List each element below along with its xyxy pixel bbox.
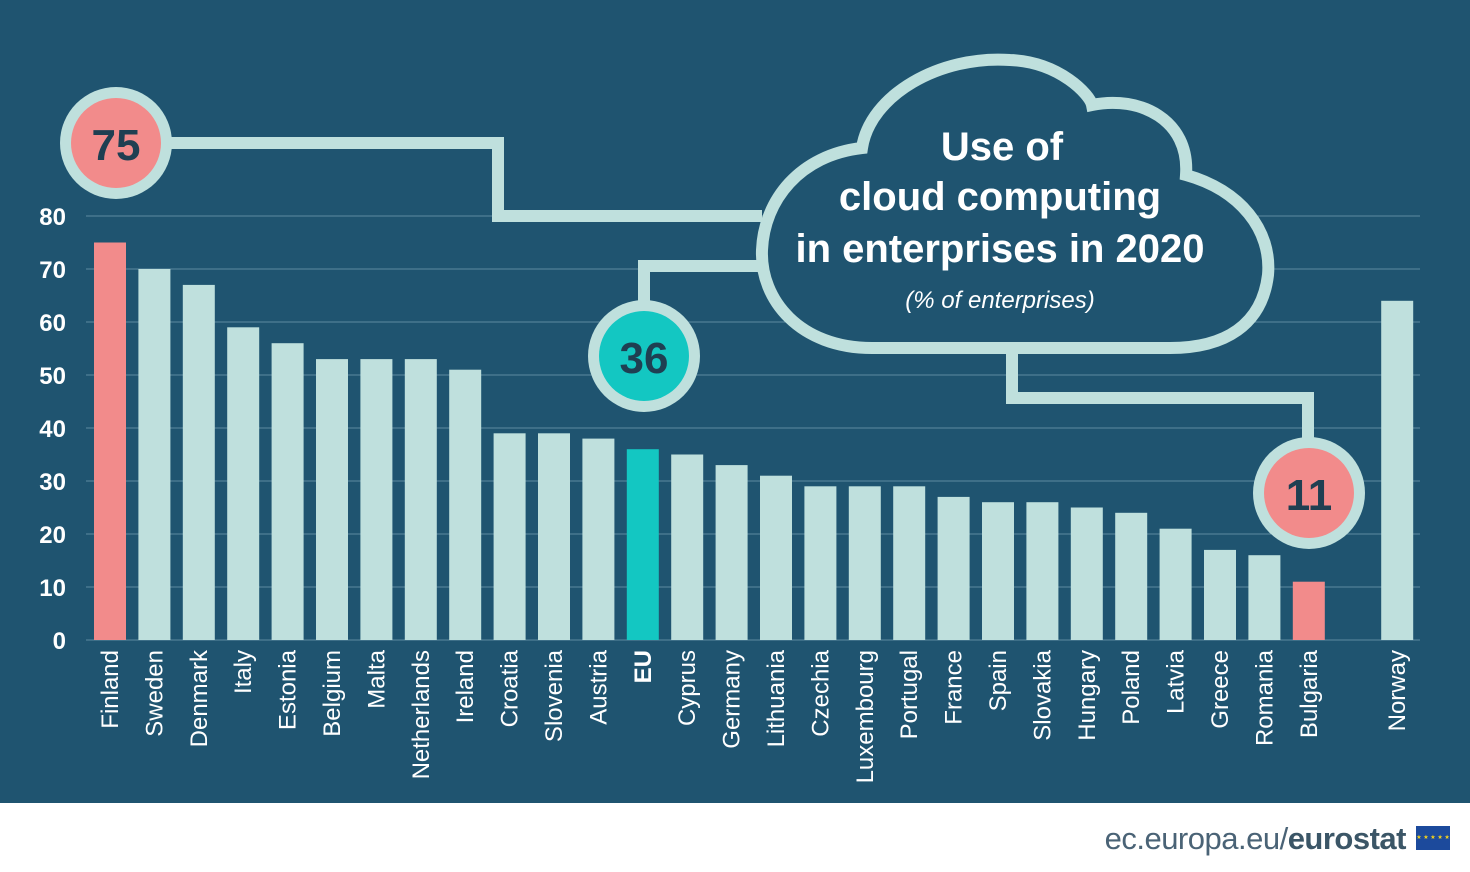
y-tick-label: 60 <box>39 310 66 337</box>
bar-portugal <box>893 486 926 640</box>
x-label-slovakia: Slovakia <box>1029 649 1056 740</box>
bar-latvia <box>1159 528 1192 640</box>
bar-poland <box>1115 512 1148 640</box>
x-label-france: France <box>941 650 968 725</box>
bar-austria <box>582 438 615 640</box>
bar-denmark <box>182 284 215 640</box>
x-label-luxembourg: Luxembourg <box>852 650 879 783</box>
bar-italy <box>227 327 260 640</box>
chart-panel: 0 10 20 30 40 50 60 70 80 Finland Sweden Denmark It… <box>0 0 1470 803</box>
x-label-poland: Poland <box>1118 650 1145 725</box>
connector-eu <box>638 260 766 306</box>
x-label-romania: Romania <box>1251 649 1278 746</box>
x-label-eu: EU <box>630 650 657 683</box>
bar-eu <box>626 449 659 640</box>
y-tick-label: 0 <box>53 628 66 655</box>
x-label-czechia: Czechia <box>807 649 834 736</box>
bars <box>94 242 1414 640</box>
x-label-netherlands: Netherlands <box>408 650 435 779</box>
bar-hungary <box>1070 507 1103 640</box>
bar-czechia <box>804 486 837 640</box>
badge-min-value: 11 <box>1286 471 1333 520</box>
bar-slovakia <box>1026 502 1059 640</box>
x-label-hungary: Hungary <box>1074 650 1101 741</box>
x-label-belgium: Belgium <box>319 650 346 737</box>
x-label-malta: Malta <box>363 649 390 708</box>
source-domain: ec.europa.eu/ <box>1104 821 1289 856</box>
x-label-ireland: Ireland <box>452 650 479 723</box>
cloud-icon <box>755 53 1275 354</box>
y-tick-label: 50 <box>39 363 66 390</box>
x-label-italy: Italy <box>230 650 257 694</box>
badge-max-disc <box>71 98 161 188</box>
badge-min-disc <box>1264 448 1354 538</box>
x-label-denmark: Denmark <box>186 649 213 747</box>
bar-lithuania <box>760 475 792 640</box>
y-tick-label: 70 <box>39 257 66 284</box>
bar-estonia <box>271 343 304 640</box>
bar-norway <box>1381 300 1414 640</box>
bar-belgium <box>316 359 348 640</box>
footer: ec.europa.eu/eurostat ★ ★ ★ ★ ★ <box>0 803 1470 872</box>
bar-ireland <box>449 369 482 640</box>
chart: 0 10 20 30 40 50 60 70 80 Finland Sweden Denmark It… <box>39 53 1420 783</box>
x-label-lithuania: Lithuania <box>763 649 790 747</box>
badge-eu-value: 36 <box>620 334 669 383</box>
y-tick-label: 80 <box>39 204 66 231</box>
badge-eu-disc <box>599 311 689 401</box>
x-label-finland: Finland <box>97 650 124 729</box>
bar-cyprus <box>671 454 704 640</box>
x-label-spain: Spain <box>985 650 1012 711</box>
y-tick-label: 30 <box>39 469 66 496</box>
x-label-norway: Norway <box>1384 650 1411 731</box>
bar-luxembourg <box>848 486 881 640</box>
bar-netherlands <box>404 359 437 640</box>
x-label-germany: Germany <box>719 650 746 749</box>
bar-malta <box>360 359 393 640</box>
y-tick-label: 40 <box>39 416 66 443</box>
source-link[interactable]: ec.europa.eu/eurostat <box>1104 821 1407 857</box>
bar-romania <box>1248 555 1281 640</box>
x-label-bulgaria: Bulgaria <box>1296 649 1323 738</box>
y-tick-label: 20 <box>39 522 66 549</box>
bar-slovenia <box>538 433 570 640</box>
x-label-sweden: Sweden <box>141 650 168 737</box>
bar-germany <box>715 465 748 640</box>
x-label-austria: Austria <box>585 649 612 724</box>
eu-flag-icon: ★ ★ ★ ★ ★ <box>1416 826 1450 850</box>
badge-min: 11 <box>1253 437 1365 549</box>
bar-croatia <box>493 433 526 640</box>
bar-greece <box>1204 549 1236 640</box>
title-line-2: cloud computing <box>839 175 1161 219</box>
connector-max <box>168 137 762 222</box>
title-line-1: Use of <box>941 125 1064 169</box>
x-label-cyprus: Cyprus <box>674 650 701 726</box>
chart-subtitle: (% of enterprises) <box>905 287 1094 314</box>
x-label-latvia: Latvia <box>1163 649 1190 714</box>
title-line-3: in enterprises in 2020 <box>795 227 1204 271</box>
bar-bulgaria <box>1292 581 1325 640</box>
x-label-greece: Greece <box>1207 650 1234 729</box>
connector-min <box>1006 348 1314 440</box>
callout-connectors <box>168 137 1314 440</box>
y-tick-label: 10 <box>39 575 66 602</box>
x-label-portugal: Portugal <box>896 650 923 739</box>
bar-spain <box>982 502 1014 640</box>
x-label-croatia: Croatia <box>497 649 524 727</box>
badge-max-value: 75 <box>92 121 141 170</box>
x-axis-labels: Finland Sweden Denmark Italy Estonia Belgium M… <box>97 649 1411 783</box>
bar-sweden <box>138 269 171 640</box>
bar-finland <box>94 242 126 640</box>
y-axis-ticks: 0 10 20 30 40 50 60 70 80 <box>39 204 66 655</box>
chart-title: Use of cloud computing in enterprises in… <box>795 125 1204 314</box>
source-brand: eurostat <box>1287 821 1407 856</box>
x-label-estonia: Estonia <box>275 649 302 730</box>
badge-max: 75 <box>60 87 172 199</box>
bar-france <box>937 496 970 640</box>
badge-eu: 36 <box>588 300 700 412</box>
x-label-slovenia: Slovenia <box>541 649 568 742</box>
